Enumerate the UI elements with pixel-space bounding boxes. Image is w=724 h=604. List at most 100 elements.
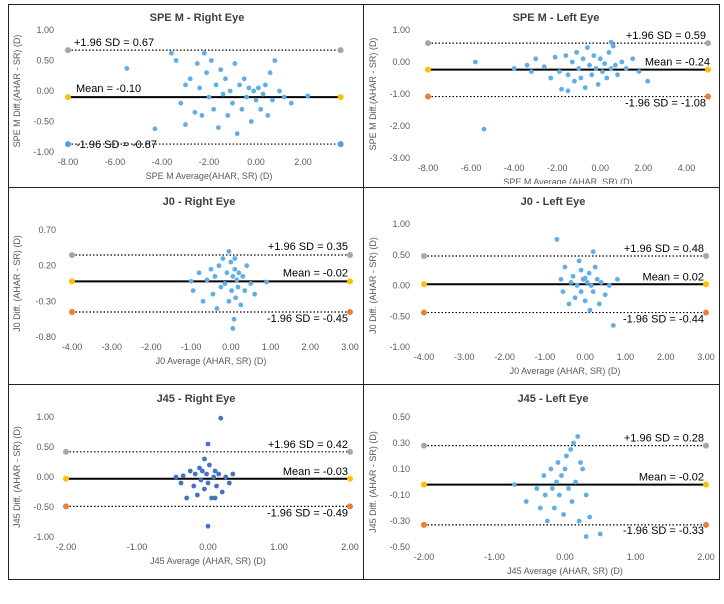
data-point (528, 69, 534, 74)
y-tick-label: 1.00 (392, 25, 410, 35)
x-tick-label: -3.00 (454, 352, 475, 362)
data-point (592, 264, 598, 270)
data-point (562, 466, 568, 472)
data-point (583, 492, 589, 498)
line-end-marker (347, 278, 353, 285)
chart-j0-right-eye: J0 - Right Eye J0 Diff. (AHAR - SR) (D) 0.… (10, 190, 362, 382)
x-tick-label: -6.00 (461, 163, 482, 173)
data-point (260, 91, 266, 97)
data-point (251, 88, 257, 94)
y-tick-label: 0.50 (36, 56, 54, 66)
y-tick-label: -1.00 (389, 89, 410, 99)
line-end-marker (705, 66, 711, 73)
data-point (224, 270, 230, 276)
data-point (216, 125, 221, 130)
data-point (214, 306, 220, 311)
data-point (588, 283, 594, 288)
data-point (578, 75, 584, 81)
data-point (204, 70, 210, 76)
x-tick-label: 0.00 (222, 342, 240, 352)
data-point (196, 270, 202, 276)
x-tick-label: 2.00 (657, 352, 675, 362)
line-end-marker (347, 475, 353, 482)
line-end-marker (703, 252, 709, 259)
data-point (192, 471, 198, 477)
x-tick-label: 1.00 (262, 342, 280, 352)
data-point (563, 53, 569, 58)
data-point (562, 264, 568, 270)
data-point (533, 56, 539, 62)
data-point (586, 270, 592, 276)
x-tick-label: -2.00 (141, 342, 162, 352)
data-point (554, 479, 559, 485)
data-point (582, 298, 588, 304)
data-point (214, 483, 219, 489)
data-point (233, 295, 239, 301)
data-point (612, 62, 618, 68)
chart-svg: SPE M - Right Eye SPE M Diff.(AHAR - SR) … (12, 12, 344, 181)
y-axis-label: J0 Diff. (AHAR - SR) (D) (368, 237, 378, 334)
line-end-marker (63, 503, 69, 510)
data-point (556, 69, 562, 74)
data-point (152, 126, 158, 132)
data-point (552, 505, 557, 511)
data-point (228, 259, 234, 265)
data-point (178, 480, 184, 486)
data-point (169, 50, 174, 56)
data-point (573, 479, 578, 485)
data-point (623, 66, 629, 71)
data-point (232, 266, 238, 272)
x-tick-label: 2.00 (294, 157, 312, 167)
upper-loa-label: +1.96 SD = 0.35 (268, 241, 348, 253)
data-point (183, 82, 188, 88)
line-end-marker (65, 47, 71, 54)
data-point (252, 291, 258, 297)
upper-loa-label: +1.96 SD = 0.67 (74, 37, 154, 49)
y-tick-label: -0.50 (389, 542, 410, 552)
y-tick-label: 1.00 (36, 412, 54, 422)
y-axis-label: SPE M Diff.(AHAR - SR) (D) (12, 35, 22, 148)
y-tick-label: -1.00 (33, 532, 54, 542)
y-tick-label: -0.50 (389, 311, 410, 321)
data-point (565, 88, 571, 94)
chart-svg: J45 - Left Eye J45 Diff. (AHAR - SR) (D) 0… (368, 393, 715, 576)
x-tick-label: 4.00 (678, 163, 696, 173)
line-end-marker (63, 475, 69, 482)
line-end-marker (705, 93, 711, 100)
y-tick-label: -2.00 (389, 121, 410, 131)
data-point (602, 61, 608, 66)
x-tick-label: -4.00 (62, 342, 83, 352)
y-tick-label: -0.30 (35, 296, 56, 306)
data-point (208, 266, 214, 272)
line-end-marker (337, 94, 344, 101)
data-point (578, 289, 584, 295)
line-end-marker (705, 40, 711, 47)
data-point (197, 465, 202, 471)
data-point (559, 473, 564, 478)
data-point (223, 474, 229, 480)
lower-loa-label: -1.96 SD = -0.44 (623, 314, 704, 326)
y-tick-label: 0.10 (392, 464, 410, 474)
data-point (580, 56, 586, 62)
y-tick-label: 0.00 (392, 57, 410, 67)
data-point (226, 298, 232, 304)
data-point (173, 58, 179, 63)
data-point (204, 471, 209, 477)
line-end-marker (703, 309, 709, 316)
data-point (241, 76, 247, 82)
data-point (238, 302, 244, 308)
data-point (244, 94, 250, 100)
line-end-marker (425, 40, 431, 47)
data-point (596, 301, 602, 307)
data-point (587, 307, 593, 313)
data-point (595, 82, 601, 87)
data-point (590, 289, 596, 295)
x-tick-label: -8.00 (58, 157, 79, 167)
data-point (194, 492, 200, 498)
data-point (197, 85, 203, 91)
data-point (220, 91, 226, 97)
data-point (212, 495, 218, 501)
y-axis-label: J0 Diff. (AHAR - SR) (D) (12, 235, 22, 332)
data-point (541, 64, 547, 70)
data-point (209, 495, 214, 501)
